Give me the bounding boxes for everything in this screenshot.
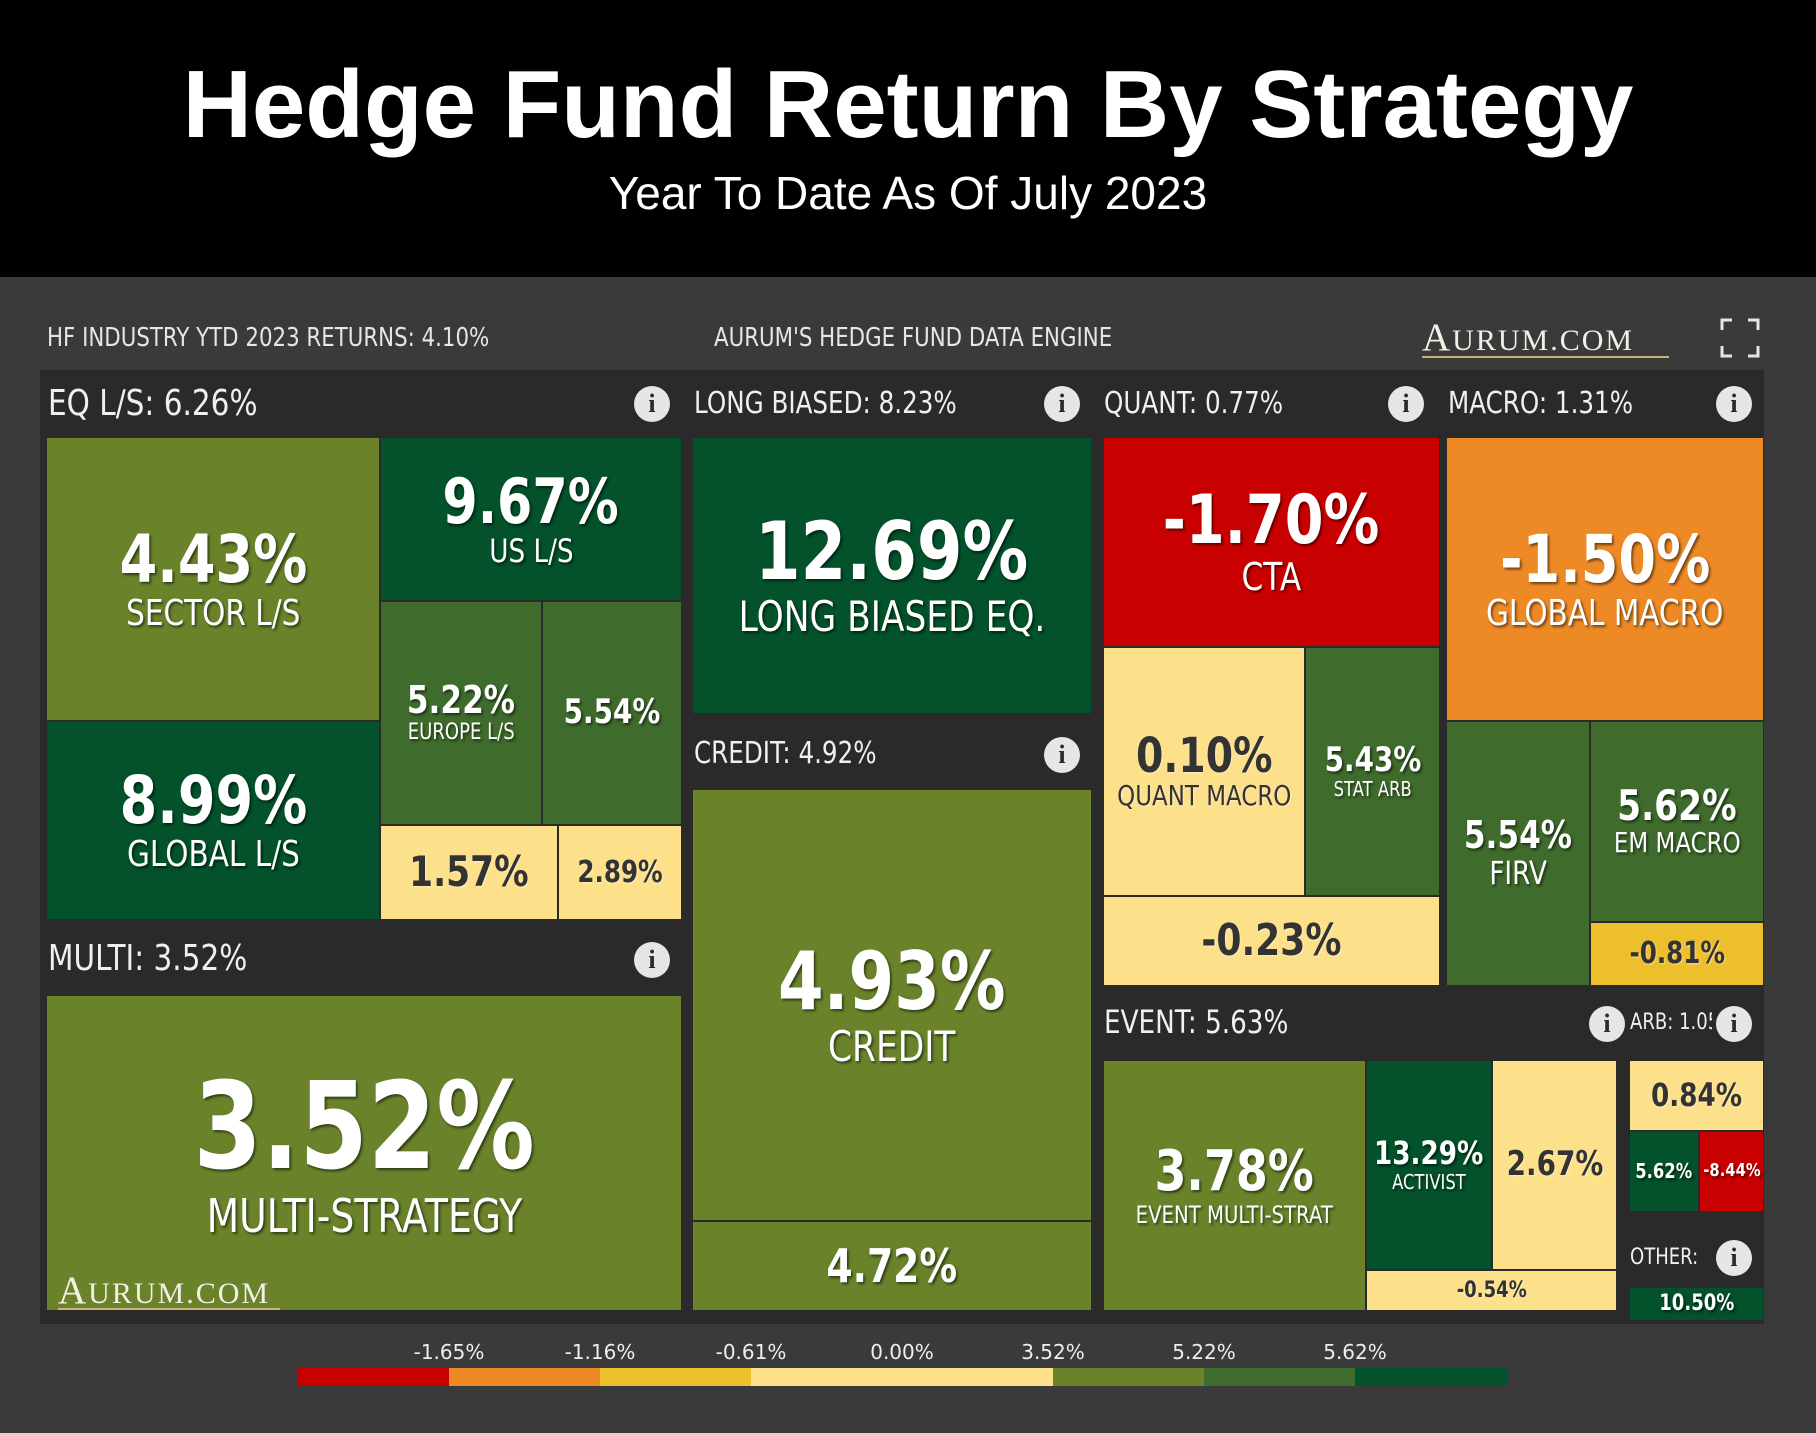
- tile-event-other-b[interactable]: -0.54%: [1367, 1271, 1616, 1310]
- legend-swatch: [1204, 1368, 1355, 1386]
- tile-stat-arb[interactable]: 5.43% STAT ARB: [1306, 648, 1439, 895]
- tile-event-other-a[interactable]: 2.67%: [1493, 1061, 1616, 1269]
- tile-firv[interactable]: 5.54% FIRV: [1447, 722, 1589, 985]
- info-icon[interactable]: i: [634, 942, 670, 978]
- tile-europe-ls[interactable]: 5.22% EUROPE L/S: [381, 602, 541, 824]
- chart-subtitle: Year To Date As Of July 2023: [608, 167, 1208, 219]
- legend-label: 5.22%: [1172, 1340, 1236, 1364]
- tile-arb-a[interactable]: 0.84%: [1630, 1061, 1763, 1130]
- tile-other[interactable]: 10.50%: [1630, 1288, 1763, 1320]
- data-engine-label: AURUM'S HEDGE FUND DATA ENGINE: [714, 323, 1113, 353]
- legend-swatch: [298, 1368, 449, 1386]
- legend-swatch: [1355, 1368, 1508, 1386]
- group-header-arb: ARB: 1.05%: [1630, 1010, 1712, 1035]
- tile-us-ls[interactable]: 9.67% US L/S: [381, 438, 681, 600]
- info-icon[interactable]: i: [1589, 1006, 1625, 1042]
- tile-credit-other[interactable]: 4.72%: [693, 1222, 1091, 1310]
- title-banner: Hedge Fund Return By Strategy Year To Da…: [0, 0, 1816, 277]
- chart-title: Hedge Fund Return By Strategy: [182, 51, 1634, 158]
- group-header-long-biased: LONG BIASED: 8.23%: [694, 386, 957, 421]
- group-header-event: EVENT: 5.63%: [1104, 1003, 1289, 1041]
- tile-em-macro[interactable]: 5.62% EM MACRO: [1591, 722, 1763, 921]
- info-icon[interactable]: i: [1716, 1006, 1752, 1042]
- tile-quant-macro[interactable]: 0.10% QUANT MACRO: [1104, 648, 1304, 895]
- legend-label: 0.00%: [870, 1340, 934, 1364]
- group-header-quant: QUANT: 0.77%: [1104, 386, 1284, 421]
- group-header-multi: MULTI: 3.52%: [48, 938, 248, 979]
- legend-swatch: [1053, 1368, 1204, 1386]
- tile-cta[interactable]: -1.70% CTA: [1104, 438, 1439, 646]
- industry-returns-label: HF INDUSTRY YTD 2023 RETURNS: 4.10%: [47, 323, 490, 353]
- info-icon[interactable]: i: [1716, 386, 1752, 422]
- tile-global-macro[interactable]: -1.50% GLOBAL MACRO: [1447, 438, 1763, 720]
- tile-eq-ls-b[interactable]: 2.89%: [559, 826, 681, 919]
- tile-eq-ls-other[interactable]: 5.54%: [543, 602, 681, 824]
- tile-arb-c[interactable]: -8.44%: [1700, 1132, 1763, 1211]
- watermark-underline: [58, 1308, 280, 1310]
- tile-macro-other[interactable]: -0.81%: [1591, 923, 1763, 985]
- legend-swatch: [600, 1368, 751, 1386]
- group-header-other: OTHER: 11.: [1630, 1245, 1704, 1270]
- info-icon[interactable]: i: [1388, 386, 1424, 422]
- legend-label: -0.61%: [715, 1340, 787, 1364]
- info-icon[interactable]: i: [634, 386, 670, 422]
- legend-label: -1.16%: [564, 1340, 636, 1364]
- watermark-logo: AURUM.COM: [58, 1269, 271, 1312]
- tile-activist[interactable]: 13.29% ACTIVIST: [1367, 1061, 1491, 1269]
- legend-swatch: [449, 1368, 600, 1386]
- tile-event-multi-strat[interactable]: 3.78% EVENT MULTI-STRAT: [1104, 1061, 1365, 1310]
- info-icon[interactable]: i: [1044, 737, 1080, 773]
- tile-global-ls[interactable]: 8.99% GLOBAL L/S: [47, 722, 379, 919]
- tile-arb-b[interactable]: 5.62%: [1630, 1132, 1698, 1211]
- legend-label: 5.62%: [1323, 1340, 1387, 1364]
- tile-quant-other[interactable]: -0.23%: [1104, 897, 1439, 985]
- tile-sector-ls[interactable]: 4.43% SECTOR L/S: [47, 438, 379, 720]
- info-icon[interactable]: i: [1044, 386, 1080, 422]
- info-icon[interactable]: i: [1716, 1240, 1752, 1276]
- group-header-credit: CREDIT: 4.92%: [694, 736, 877, 771]
- brand-underline: [1422, 356, 1669, 358]
- tile-eq-ls-a[interactable]: 1.57%: [381, 826, 557, 919]
- legend-label: -1.65%: [413, 1340, 485, 1364]
- tile-long-biased-eq[interactable]: 12.69% LONG BIASED EQ.: [693, 438, 1091, 713]
- treemap: EQ L/S: 6.26% i 4.43% SECTOR L/S 9.67% US …: [40, 370, 1764, 1324]
- tile-credit[interactable]: 4.93% CREDIT: [693, 790, 1091, 1220]
- expand-icon[interactable]: [1720, 318, 1760, 358]
- brand-logo[interactable]: AURUM.COM: [1422, 316, 1635, 359]
- group-header-macro: MACRO: 1.31%: [1448, 386, 1634, 421]
- group-header-eq-ls: EQ L/S: 6.26%: [48, 383, 258, 424]
- tile-multi-strategy[interactable]: 3.52% MULTI-STRATEGY: [47, 996, 681, 1310]
- legend-swatch: [751, 1368, 1053, 1386]
- color-legend: -1.65% -1.16% -0.61% 0.00% 3.52% 5.22% 5…: [298, 1340, 1508, 1410]
- legend-label: 3.52%: [1021, 1340, 1085, 1364]
